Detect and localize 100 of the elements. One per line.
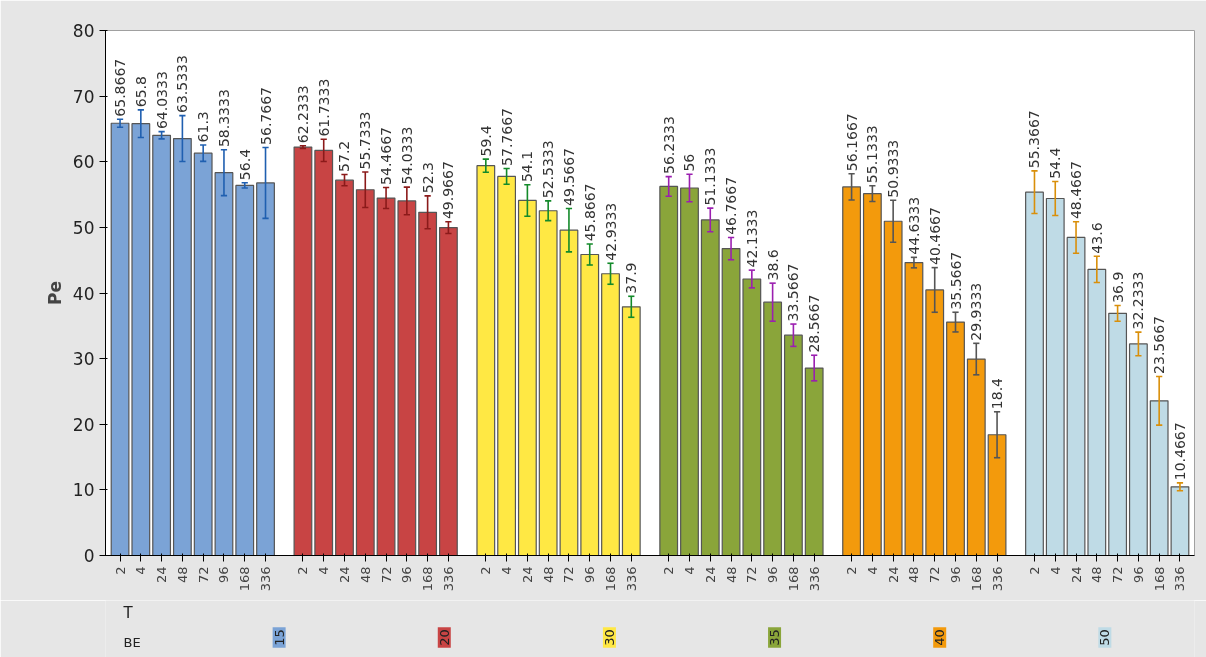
data-label: 52.5333	[540, 140, 557, 199]
x-tick-label: 4	[499, 566, 515, 575]
data-label: 42.1333	[743, 209, 760, 268]
x-tick-label: 2	[1026, 566, 1042, 575]
data-label: 48.4667	[1068, 161, 1085, 220]
data-label: 49.9667	[440, 161, 457, 220]
x-tick-label: 24	[154, 566, 170, 584]
data-label: 57.7667	[498, 108, 515, 166]
x-tick-label: 48	[174, 566, 190, 584]
y-tick-label: 60	[72, 152, 95, 173]
data-label: 55.3667	[1026, 110, 1043, 169]
y-tick-label: 30	[72, 349, 95, 370]
y-axis-title: Pe	[44, 280, 65, 305]
x-tick-label: 4	[1047, 566, 1063, 575]
data-label: 65.8	[132, 76, 149, 108]
y-tick-label: 80	[72, 21, 95, 41]
x-tick-label: 96	[1130, 566, 1146, 584]
x-tick-label: 48	[357, 566, 373, 584]
text: 20	[436, 629, 452, 646]
data-label: 54.1	[519, 150, 536, 183]
x-tick-label: 48	[540, 566, 556, 584]
x-tick-label: 336	[258, 566, 274, 592]
x-tick-label: 72	[744, 566, 760, 584]
data-label: 55.1333	[864, 125, 881, 184]
data-label: 57.2	[336, 140, 353, 172]
x-tick-label: 168	[420, 566, 436, 592]
x-axis-title: T	[122, 603, 134, 622]
y-tick-label: 50	[72, 217, 95, 238]
data-label: 50.9333	[885, 139, 902, 198]
y-tick-label: 10	[72, 480, 95, 501]
data-label: 61.7333	[315, 78, 332, 137]
data-label: 56.7667	[257, 87, 274, 145]
data-label: 43.6	[1088, 222, 1105, 254]
data-label: 64.0333	[153, 71, 170, 130]
data-label: 56.1667	[843, 113, 860, 172]
x-tick-label: 4	[316, 566, 332, 575]
x-tick-label: 96	[948, 566, 963, 584]
x-tick-label: 336	[989, 566, 1005, 592]
x-tick-label: 48	[1089, 566, 1105, 584]
data-label: 36.9	[1109, 271, 1126, 303]
data-label: 46.7667	[723, 176, 740, 235]
x-tick-label: 2	[295, 566, 311, 575]
x-tick-label: 4	[864, 566, 880, 575]
data-label: 28.5667	[806, 294, 823, 353]
x-tick-label: 168	[785, 566, 801, 592]
x-tick-label: 72	[927, 566, 943, 584]
data-label: 54.4	[1047, 147, 1064, 179]
data-label: 62.2333	[294, 85, 311, 144]
x-tick-label: 2	[661, 566, 677, 575]
data-label: 35.5667	[947, 251, 964, 310]
y-tick-label: 20	[72, 414, 95, 435]
data-label: 55.7333	[357, 111, 374, 170]
data-label: 40.4667	[926, 207, 943, 265]
y-tick-label: 0	[83, 546, 95, 566]
x-tick-label: 48	[723, 566, 739, 584]
text: 15	[271, 629, 287, 646]
data-label: 29.9333	[968, 282, 985, 341]
x-tick-label: 24	[702, 566, 718, 584]
data-label: 10.4667	[1171, 422, 1188, 481]
x-tick-label: 168	[1151, 566, 1167, 592]
data-label: 42.9333	[602, 202, 619, 261]
data-label: 56.2333	[660, 116, 677, 174]
x-tick-label: 48	[906, 566, 922, 584]
text: BE	[123, 634, 141, 650]
x-tick-label: 2	[112, 566, 128, 575]
data-label: 23.5667	[1151, 316, 1168, 374]
data-label: 45.8667	[581, 183, 598, 242]
x-tick-label: 96	[399, 566, 415, 584]
data-label: 18.4	[989, 377, 1006, 410]
data-label: 38.6	[764, 249, 781, 281]
data-label: 65.8667	[112, 58, 129, 117]
x-tick-label: 336	[623, 566, 639, 592]
text: 30	[601, 629, 617, 646]
x-tick-label: 168	[603, 566, 619, 592]
x-tick-label: 24	[337, 566, 352, 584]
x-tick-label: 72	[1110, 566, 1126, 584]
text: 40	[932, 629, 948, 646]
text: 50	[1097, 629, 1113, 646]
x-tick-label: 168	[968, 566, 984, 592]
data-label: 33.5667	[785, 263, 802, 322]
data-label: 56.4	[236, 148, 253, 181]
data-label: 52.3	[419, 162, 436, 194]
data-label: 63.5333	[174, 55, 191, 113]
x-tick-label: 4	[681, 566, 697, 575]
x-tick-label: 72	[195, 566, 211, 584]
data-label: 51.1333	[702, 147, 719, 206]
x-tick-label: 24	[885, 566, 901, 584]
text: 35	[767, 629, 783, 646]
x-tick-label: 72	[378, 566, 394, 584]
x-tick-label: 96	[216, 566, 232, 584]
x-tick-label: 336	[1172, 566, 1188, 592]
y-tick-label: 40	[72, 283, 95, 304]
data-label: 56	[681, 153, 698, 172]
x-tick-label: 24	[519, 566, 535, 584]
x-tick-label: 168	[237, 566, 253, 592]
x-tick-label: 96	[582, 566, 598, 584]
data-label: 58.3333	[215, 89, 232, 148]
x-tick-label: 336	[440, 566, 456, 592]
x-tick-label: 72	[561, 566, 577, 584]
x-tick-label: 336	[806, 566, 822, 592]
